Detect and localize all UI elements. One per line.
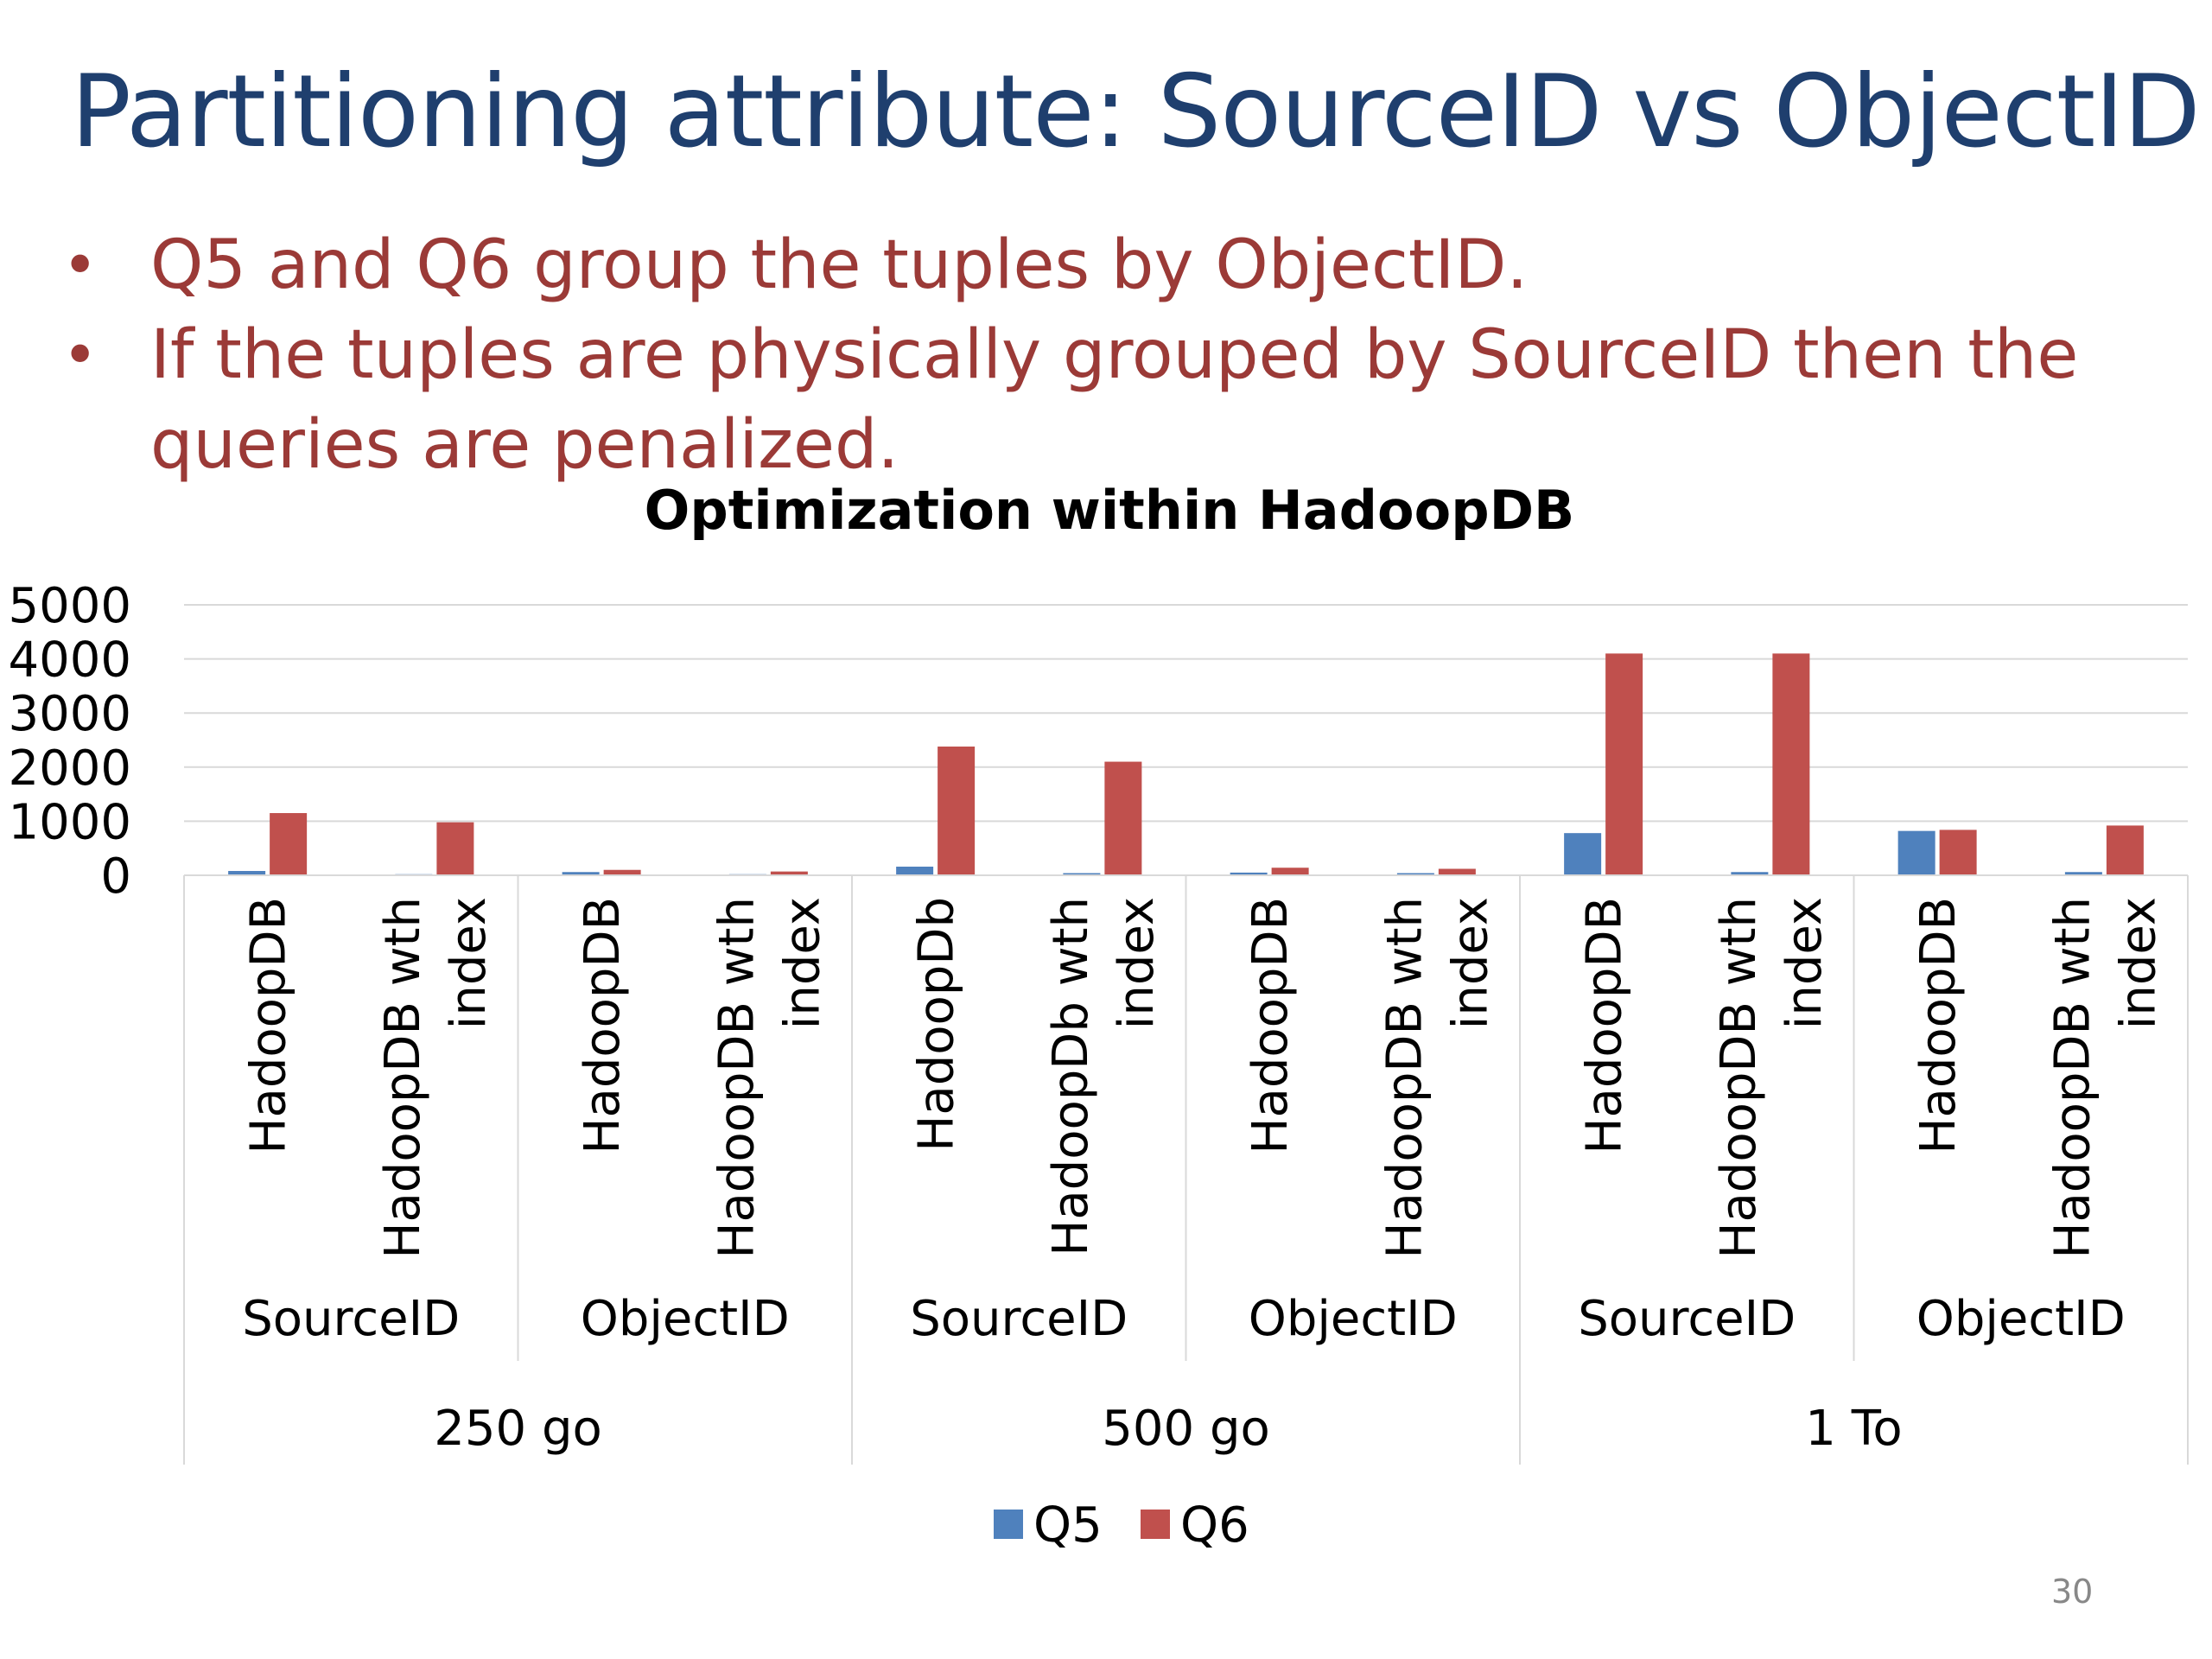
bar-q5 <box>896 866 934 875</box>
bar-q6 <box>1939 830 1977 875</box>
bar-q6 <box>1438 868 1476 875</box>
attribute-group-label: SourceID <box>910 1291 1128 1347</box>
bar-q5 <box>2064 872 2102 875</box>
x-tick-label: HadoopDB <box>1577 897 1633 1154</box>
bar-q5 <box>1897 830 1936 875</box>
bar-q6 <box>1104 761 1142 875</box>
bar-q5 <box>562 872 600 875</box>
y-tick-label: 4000 <box>8 632 131 689</box>
bullet-text: Q5 and Q6 group the tuples by ObjectID. <box>150 226 1529 304</box>
bar-q6 <box>270 813 308 875</box>
y-tick-label: 0 <box>100 849 131 905</box>
x-tick-label: HadoopDB <box>1910 897 1967 1154</box>
bars <box>228 653 2144 876</box>
x-tick-label-line: HadoopDB <box>575 897 631 1154</box>
x-tick-label-line: index <box>1777 897 1833 1029</box>
bullet-text: If the tuples are physically grouped by … <box>150 316 2079 484</box>
bullet-dot-icon: • <box>62 320 99 391</box>
size-group-label: 500 go <box>1102 1401 1270 1457</box>
legend-swatch-q5 <box>994 1510 1023 1539</box>
x-tick-label: HadoopDB wth index <box>375 897 497 1259</box>
bullet-dot-icon: • <box>62 230 99 301</box>
size-group-label: 1 To <box>1805 1401 1902 1457</box>
x-tick-label-line: index <box>1109 897 1165 1029</box>
bar-q6 <box>436 822 474 875</box>
bar-q5 <box>228 870 266 875</box>
x-tick-label-line: index <box>441 897 497 1029</box>
bullet-item: • Q5 and Q6 group the tuples by ObjectID. <box>62 220 2136 310</box>
x-axis: HadoopDB HadoopDB wth index HadoopDB HadoopD… <box>183 874 2189 1465</box>
attribute-group-label: ObjectID <box>581 1291 790 1347</box>
x-tick-label-line: index <box>774 897 830 1029</box>
bar-q6 <box>603 869 641 875</box>
y-tick-label: 3000 <box>8 686 131 742</box>
attribute-group-label: SourceID <box>242 1291 460 1347</box>
legend: Q5 Q6 <box>994 1497 1249 1554</box>
bullet-list: • Q5 and Q6 group the tuples by ObjectID.… <box>62 220 2136 490</box>
x-tick-label-line: HadoopDB <box>241 897 297 1154</box>
x-tick-label: HadoopDB wth index <box>1376 897 1498 1259</box>
bar-q6 <box>938 747 976 875</box>
gridlines <box>184 604 2188 823</box>
x-tick-label-line: HadoopDB wth <box>1711 897 1767 1259</box>
x-tick-label: HadoopDb wth index <box>1043 897 1165 1256</box>
bar-q6 <box>2106 825 2144 875</box>
x-tick-label: HadoopDb <box>909 897 965 1152</box>
x-tick-label: HadoopDB wth index <box>2044 897 2166 1259</box>
x-tick-label-line: HadoopDB <box>1910 897 1967 1154</box>
x-tick-label: HadoopDB wth index <box>709 897 830 1259</box>
bar-q6 <box>1605 653 1643 875</box>
bar-q5 <box>1063 873 1101 875</box>
slide-title: Partitioning attribute: SourceID vs Obje… <box>71 54 2201 170</box>
bar-q5 <box>1564 833 1602 875</box>
x-tick-label-line: HadoopDB <box>1243 897 1299 1154</box>
bar-q5 <box>1396 873 1434 875</box>
x-tick-label: HadoopDB <box>241 897 297 1154</box>
x-tick-label-line: HadoopDB wth <box>2044 897 2101 1259</box>
bar-q5 <box>1230 872 1268 875</box>
attribute-group-label: SourceID <box>1578 1291 1796 1347</box>
bar-q6 <box>1271 868 1309 875</box>
slide-number: 30 <box>2051 1573 2094 1611</box>
y-tick-label: 2000 <box>8 741 131 797</box>
x-tick-label-line: HadoopDB wth <box>1376 897 1433 1259</box>
bar-q6 <box>770 871 808 875</box>
x-tick-label: HadoopDB <box>1243 897 1299 1154</box>
x-tick-label-line: HadoopDB <box>1577 897 1633 1154</box>
legend-swatch-q6 <box>1141 1510 1170 1539</box>
size-group-label: 250 go <box>434 1401 602 1457</box>
x-tick-label-line: HadoopDB wth <box>375 897 431 1259</box>
bar-chart: Optimization within HadoopDB 01000200030… <box>8 479 2189 1554</box>
x-tick-label-line: index <box>2110 897 2166 1029</box>
attribute-group-label: ObjectID <box>1916 1291 2126 1347</box>
x-tick-label: HadoopDB <box>575 897 631 1154</box>
bullet-item: • If the tuples are physically grouped by… <box>62 310 2136 490</box>
x-tick-label-line: HadoopDB wth <box>709 897 765 1259</box>
x-tick-label-line: HadoopDb <box>909 897 965 1152</box>
attribute-group-label: ObjectID <box>1249 1291 1458 1347</box>
bar-q6 <box>1772 653 1810 875</box>
x-tick-label-line: HadoopDb wth <box>1043 897 1099 1256</box>
legend-label: Q5 <box>1033 1497 1103 1554</box>
chart-title: Optimization within HadoopDB <box>645 479 1575 542</box>
bar-q5 <box>1731 872 1769 875</box>
y-tick-label: 1000 <box>8 794 131 850</box>
y-tick-label: 5000 <box>8 578 131 634</box>
x-tick-label-line: index <box>1442 897 1498 1029</box>
x-tick-label: HadoopDB wth index <box>1711 897 1833 1259</box>
legend-label: Q6 <box>1180 1497 1249 1554</box>
